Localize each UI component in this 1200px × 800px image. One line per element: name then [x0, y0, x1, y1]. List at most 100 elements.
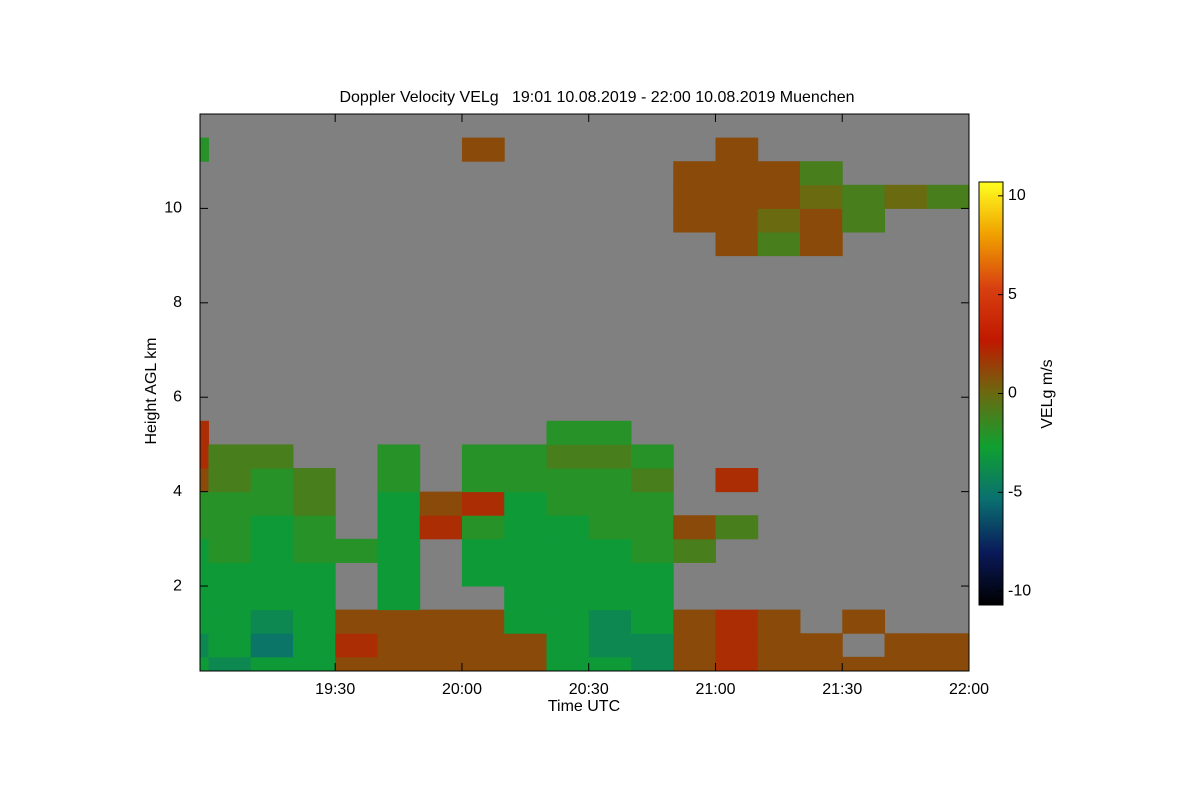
- heatmap-cell: [292, 586, 336, 611]
- heatmap-cell: [842, 656, 885, 672]
- y-tick-label: 4: [173, 483, 182, 500]
- heatmap-cell: [208, 609, 252, 634]
- heatmap-cell: [630, 633, 674, 658]
- heatmap-cell: [630, 538, 674, 563]
- heatmap-cell: [546, 538, 590, 563]
- heatmap-cell: [799, 232, 843, 257]
- heatmap-cell: [250, 515, 294, 540]
- heatmap-cell: [757, 208, 801, 233]
- heatmap-cell: [504, 491, 547, 516]
- heatmap-cell: [546, 586, 590, 611]
- heatmap-cell: [504, 633, 547, 658]
- heatmap-cell: [208, 633, 252, 658]
- heatmap-cell: [200, 538, 209, 563]
- heatmap-cell: [200, 137, 209, 162]
- heatmap-cell: [673, 184, 716, 209]
- heatmap-cell: [715, 656, 759, 672]
- heatmap-cell: [461, 656, 505, 672]
- heatmap-cell: [842, 609, 885, 634]
- heatmap-cell: [630, 656, 674, 672]
- heatmap-cell: [630, 468, 674, 493]
- heatmap-cell: [419, 656, 463, 672]
- heatmap-cell: [461, 562, 505, 587]
- heatmap-cell: [757, 184, 801, 209]
- heatmap-cell: [715, 184, 759, 209]
- heatmap-cell: [884, 656, 928, 672]
- heatmap-cell: [377, 586, 421, 611]
- y-tick-label: 6: [173, 388, 182, 405]
- colorbar-tick-label: 0: [1008, 385, 1017, 402]
- heatmap-cell: [419, 609, 463, 634]
- heatmap-cell: [335, 633, 378, 658]
- heatmap-cell: [419, 491, 463, 516]
- heatmap-cell: [673, 208, 716, 233]
- y-tick-label: 2: [173, 577, 182, 594]
- chart-title: Doppler Velocity VELg 19:01 10.08.2019 -…: [339, 89, 854, 106]
- plot-frame: [199, 113, 970, 672]
- heatmap-cell: [461, 491, 505, 516]
- heatmap-cell: [377, 515, 421, 540]
- heatmap-cell: [200, 444, 209, 469]
- heatmap-cell: [757, 232, 801, 257]
- heatmap-cell: [377, 538, 421, 563]
- heatmap-cell: [884, 184, 928, 209]
- heatmap-cell: [673, 656, 716, 672]
- heatmap-cell: [208, 515, 252, 540]
- heatmap-cell: [546, 656, 590, 672]
- heatmap-cell: [884, 633, 928, 658]
- heatmap-cell: [461, 538, 505, 563]
- heatmap-cell: [377, 468, 421, 493]
- heatmap-cell: [200, 656, 209, 672]
- heatmap-cell: [200, 420, 209, 445]
- heatmap-cell: [208, 444, 252, 469]
- colorbar-tick-label: -5: [1008, 484, 1022, 501]
- heatmap-cell: [673, 609, 716, 634]
- heatmap-cell: [250, 491, 294, 516]
- heatmap-cell: [200, 633, 209, 658]
- y-tick-label: 10: [164, 200, 182, 217]
- heatmap-cell: [504, 444, 547, 469]
- y-tick-label: 8: [173, 294, 182, 311]
- colorbar-tick-label: 10: [1008, 187, 1026, 204]
- heatmap-cell: [630, 562, 674, 587]
- heatmap-cell: [715, 609, 759, 634]
- heatmap-cell: [757, 656, 801, 672]
- heatmap-cell: [715, 468, 759, 493]
- heatmap-cell: [630, 515, 674, 540]
- heatmap-cell: [715, 208, 759, 233]
- heatmap-cell: [588, 538, 632, 563]
- heatmap-cell: [715, 161, 759, 186]
- heatmap-cell: [377, 562, 421, 587]
- heatmap-cell: [715, 515, 759, 540]
- heatmap-cell: [926, 656, 970, 672]
- heatmap-cell: [292, 633, 336, 658]
- heatmap-cell: [588, 656, 632, 672]
- heatmap-cell: [757, 609, 801, 634]
- heatmap-cell: [588, 609, 632, 634]
- x-tick-label: 20:30: [569, 681, 609, 698]
- x-tick-label: 19:30: [315, 681, 355, 698]
- heatmap-cell: [292, 468, 336, 493]
- heatmap-cell: [377, 609, 421, 634]
- heatmap-cell: [504, 609, 547, 634]
- heatmap-cell: [546, 633, 590, 658]
- heatmap-cell: [335, 609, 378, 634]
- colorbar-tick-label: -10: [1008, 582, 1031, 599]
- heatmap-cell: [200, 468, 209, 493]
- heatmap-cell: [461, 515, 505, 540]
- heatmap-cell: [715, 137, 759, 162]
- heatmap-cell: [292, 538, 336, 563]
- heatmap-cell: [208, 538, 252, 563]
- heatmap-cell: [292, 656, 336, 672]
- heatmap-cell: [504, 538, 547, 563]
- heatmap-cell: [292, 609, 336, 634]
- x-tick-label: 21:00: [695, 681, 735, 698]
- x-tick-label: 21:30: [822, 681, 862, 698]
- heatmap-cell: [250, 633, 294, 658]
- heatmap-cell: [200, 491, 209, 516]
- heatmap-cell: [250, 562, 294, 587]
- heatmap-cell: [504, 656, 547, 672]
- heatmap-cell: [208, 562, 252, 587]
- heatmap-cell: [546, 562, 590, 587]
- heatmap-cell: [630, 586, 674, 611]
